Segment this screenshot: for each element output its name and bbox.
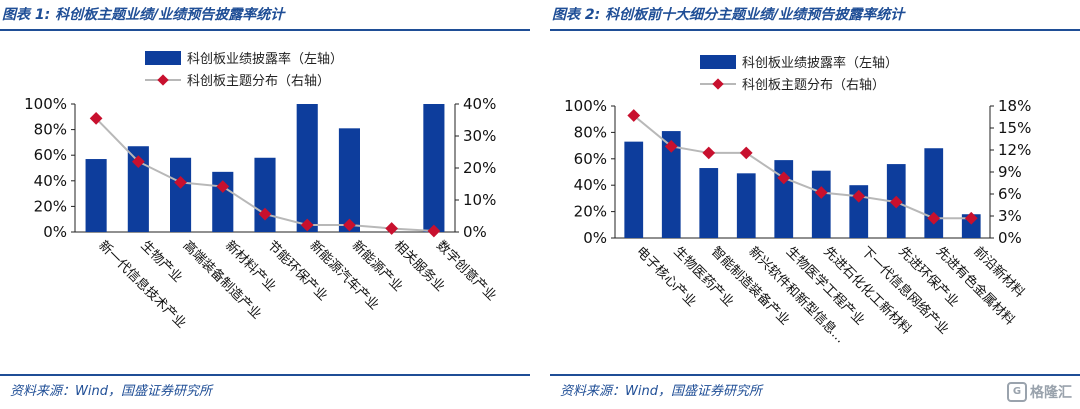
- bottom-rule: [0, 374, 530, 376]
- left-tick-label: 60%: [34, 146, 67, 164]
- watermark-text: 格隆汇: [1030, 385, 1072, 401]
- series-line: [633, 114, 972, 220]
- chart-panel-2: 图表 2: 科创板前十大细分主题业绩/业绩预告披露率统计 科创板业绩披露率（左轴…: [550, 0, 1080, 409]
- chart-title: 图表 2: 科创板前十大细分主题业绩/业绩预告披露率统计: [552, 7, 905, 23]
- left-tick-label: 20%: [574, 203, 607, 221]
- legend-bar-swatch: [700, 55, 736, 69]
- line-point: [739, 146, 753, 160]
- bar: [961, 214, 981, 238]
- bar-line-chart-1: 科创板业绩披露率（左轴） 科创板主题分布（右轴） 0% 20% 40% 60% 80% 100…: [24, 51, 500, 332]
- left-tick-label: 20%: [34, 197, 67, 215]
- left-tick-label: 100%: [24, 95, 67, 113]
- bar: [811, 170, 831, 238]
- top-rule: [550, 29, 1080, 31]
- left-tick-label: 100%: [564, 97, 607, 115]
- left-tick-label: 80%: [34, 121, 67, 139]
- bar: [170, 157, 192, 232]
- right-tick-label: 9%: [998, 163, 1022, 181]
- right-tick-label: 0%: [463, 223, 487, 241]
- chart-title: 图表 1: 科创板主题业绩/业绩预告披露率统计: [2, 7, 285, 23]
- right-tick-label: 6%: [998, 185, 1022, 203]
- right-tick-label: 15%: [998, 119, 1031, 137]
- watermark: G 格隆汇: [1007, 382, 1072, 402]
- bar: [254, 157, 276, 232]
- line-point: [427, 224, 441, 238]
- legend-line-label: 科创板主题分布（右轴）: [187, 74, 330, 89]
- right-tick-label: 30%: [463, 127, 496, 145]
- legend-line-label: 科创板主题分布（右轴）: [742, 78, 885, 93]
- left-tick-label: 60%: [574, 150, 607, 168]
- source-note: 资料来源：Wind，国盛证券研究所: [10, 384, 212, 399]
- line-point: [258, 207, 272, 221]
- bar: [85, 159, 107, 232]
- bottom-rule: [550, 374, 1080, 376]
- bar: [849, 185, 869, 238]
- bar: [736, 173, 756, 238]
- bar: [661, 131, 681, 238]
- legend-marker-icon: [157, 74, 169, 86]
- right-tick-label: 10%: [463, 191, 496, 209]
- bar: [423, 104, 445, 232]
- left-tick-label: 0%: [43, 223, 67, 241]
- left-tick-label: 0%: [583, 229, 607, 247]
- line-point: [343, 218, 356, 232]
- top-rule: [0, 29, 530, 31]
- legend-bar-label: 科创板业绩披露率（左轴）: [742, 55, 898, 71]
- bar: [127, 146, 149, 232]
- bar: [624, 141, 644, 238]
- left-tick-label: 40%: [574, 176, 607, 194]
- legend-marker-icon: [712, 78, 724, 90]
- right-tick-label: 40%: [463, 95, 496, 113]
- right-tick-label: 3%: [998, 207, 1022, 225]
- right-tick-label: 12%: [998, 141, 1031, 159]
- bar-line-chart-2: 科创板业绩披露率（左轴） 科创板主题分布（右轴） 0% 20% 40% 60% 80% 100…: [564, 55, 1031, 346]
- line-point: [216, 180, 230, 193]
- left-tick-label: 80%: [574, 123, 607, 141]
- bar: [338, 128, 360, 232]
- watermark-logo-icon: G: [1007, 382, 1027, 402]
- chart-panel-1: 图表 1: 科创板主题业绩/业绩预告披露率统计 科创板业绩披露率（左轴） 科创板主…: [0, 0, 530, 409]
- left-tick-label: 40%: [34, 172, 67, 190]
- category-label: 高端装备制造产业: [180, 238, 265, 323]
- right-tick-label: 18%: [998, 97, 1031, 115]
- bar: [699, 168, 719, 238]
- legend-bar-swatch: [145, 51, 181, 65]
- line-point: [300, 218, 314, 232]
- legend-bar-label: 科创板业绩披露率（左轴）: [187, 51, 343, 67]
- category-label: 数字创意产业: [433, 238, 499, 304]
- line-point: [702, 146, 716, 160]
- right-tick-label: 0%: [998, 229, 1022, 247]
- source-note: 资料来源：Wind，国盛证券研究所: [560, 384, 762, 399]
- line-point: [174, 176, 187, 189]
- bar: [296, 104, 318, 232]
- right-tick-label: 20%: [463, 159, 496, 177]
- line-point: [385, 222, 399, 235]
